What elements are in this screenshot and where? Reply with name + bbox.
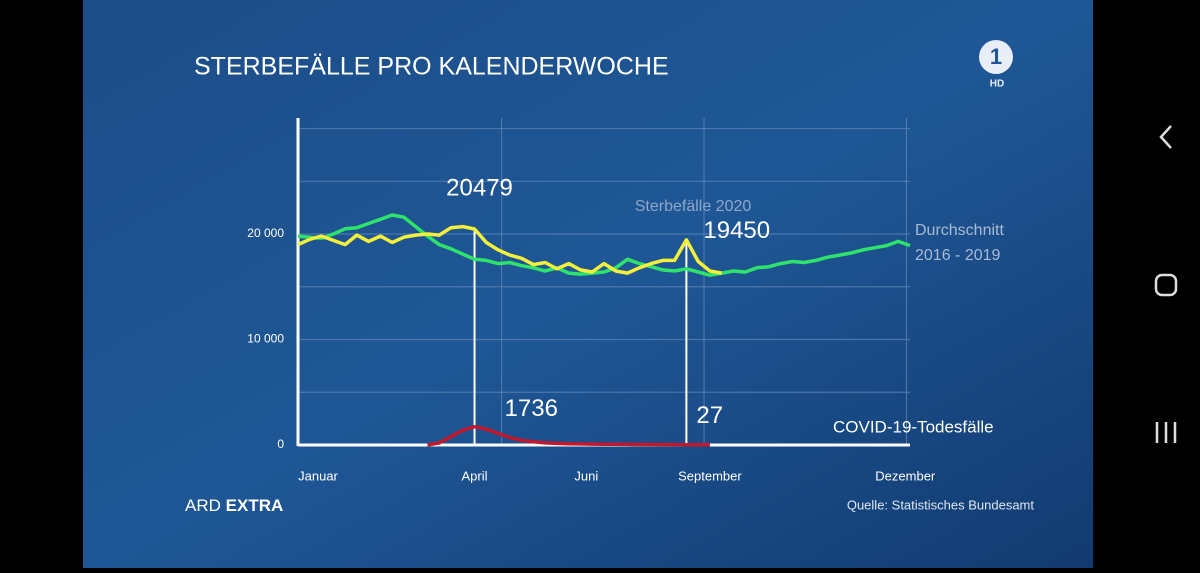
series-label-part: Durchschnitt [915, 222, 1004, 239]
x-tick-label: Januar [298, 468, 338, 483]
series-label-part: 2016 - 2019 [915, 247, 1001, 264]
source: Quelle: Statistisches Bundesamt [847, 497, 1035, 512]
series-line [297, 213, 911, 277]
x-tick-label: September [678, 468, 742, 483]
back-button[interactable] [1159, 125, 1172, 149]
logo: 1 [990, 44, 1002, 69]
chart-title: STERBEFÄLLE PRO KALENDERWOCHE [194, 53, 669, 81]
series-label: Sterbefälle 2020 [635, 198, 752, 215]
plot: 0 10 000 20 000 Januar April Juni September Dez… [247, 118, 1004, 483]
y-tick-label: 10 000 [247, 332, 284, 346]
home-button[interactable] [1154, 273, 1178, 297]
series-line [427, 424, 710, 447]
value-label: 19450 [703, 217, 770, 244]
y-tick-label: 0 [277, 437, 284, 451]
tv-frame [83, 0, 1093, 568]
nav-buttons [1154, 125, 1178, 443]
brand: ARD EXTRA [185, 496, 283, 515]
brand-ard: ARD [185, 496, 221, 515]
logo-circle [979, 40, 1013, 74]
x-tick-label: Dezember [875, 468, 936, 483]
value-label: 20479 [446, 174, 513, 201]
value-label: 27 [696, 402, 723, 429]
series-label: COVID-19-Todesfälle [833, 417, 994, 436]
recents-button[interactable] [1155, 422, 1177, 443]
y-tick-label: 20 000 [247, 226, 284, 240]
value-label: 1736 [505, 395, 558, 422]
x-tick-label: April [462, 468, 488, 483]
brand-extra: EXTRA [226, 496, 284, 515]
series-label: Durchschnitt 2016 - 2019 [915, 222, 1004, 264]
series-line [297, 224, 723, 275]
logo-hd: HD [990, 79, 1004, 90]
x-tick-label: Juni [574, 468, 598, 483]
